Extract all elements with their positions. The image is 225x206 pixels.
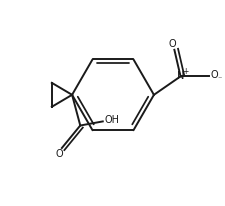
Text: O: O (168, 39, 175, 49)
Text: O: O (56, 149, 63, 159)
Text: O: O (209, 70, 217, 80)
Text: +: + (182, 67, 188, 76)
Text: OH: OH (104, 115, 119, 125)
Text: ⁻: ⁻ (217, 74, 221, 83)
Text: N: N (176, 71, 183, 81)
